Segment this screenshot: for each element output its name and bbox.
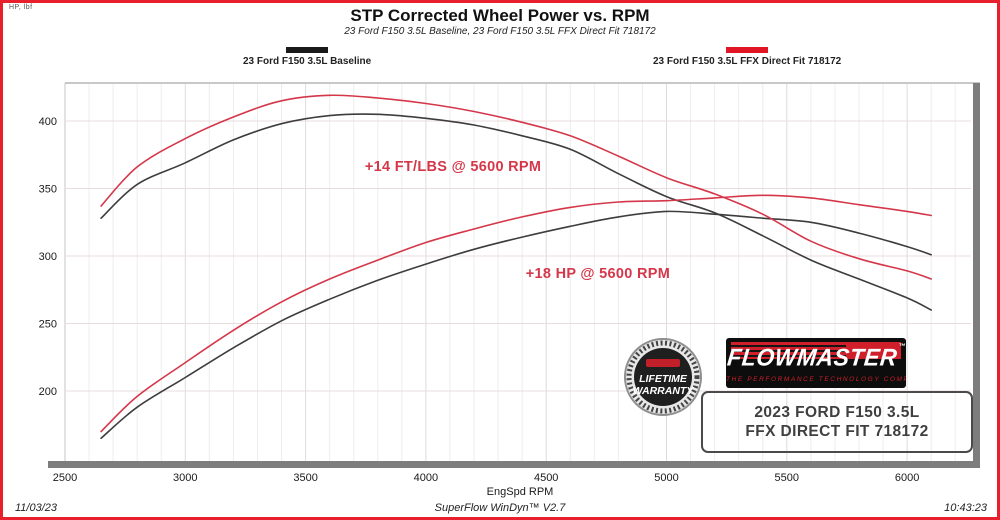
legend-label-ffx: 23 Ford F150 3.5L FFX Direct Fit 718172	[653, 56, 842, 67]
badge-line2-text: WARRANTY	[633, 385, 695, 397]
y-axis-units-label: HP, lbf	[9, 4, 33, 11]
annotation-torque-gain: +14 FT/LBS @ 5600 RPM	[364, 158, 542, 175]
svg-text:5500: 5500	[775, 472, 799, 484]
svg-text:3500: 3500	[293, 472, 317, 484]
svg-text:4000: 4000	[414, 472, 438, 484]
chart-subtitle: 23 Ford F150 3.5L Baseline, 23 Ford F150…	[344, 26, 656, 37]
curve	[100, 194, 932, 433]
curve	[100, 210, 932, 440]
svg-text:300: 300	[39, 251, 57, 263]
vehicle-info-box: 2023 FORD F150 3.5L FFX DIRECT FIT 71817…	[701, 391, 973, 453]
status-time: 10:43:23	[944, 502, 987, 514]
svg-text:3000: 3000	[173, 472, 197, 484]
vehicle-line1: 2023 FORD F150 3.5L	[754, 404, 920, 421]
svg-text:5000: 5000	[654, 472, 678, 484]
svg-text:4500: 4500	[534, 472, 558, 484]
vehicle-line2: FFX DIRECT FIT 718172	[745, 423, 929, 440]
curve	[100, 94, 932, 280]
svg-text:250: 250	[39, 319, 57, 331]
chart-title: STP Corrected Wheel Power vs. RPM	[350, 6, 650, 25]
logo-red-band	[846, 342, 901, 359]
svg-text:350: 350	[39, 184, 57, 196]
legend-item-ffx: 23 Ford F150 3.5L FFX Direct Fit 718172	[653, 47, 841, 67]
plot-area: 2500 3000 3500 4000 4500 5000 5500 6000 200 250 30…	[3, 3, 997, 517]
annotation-hp-gain: +18 HP @ 5600 RPM	[525, 265, 671, 282]
flowmaster-logo: FLOWMASTER™ THE PERFORMANCE TECHNOLOGY C…	[726, 338, 906, 388]
svg-text:2500: 2500	[53, 472, 77, 484]
logo-tagline: THE PERFORMANCE TECHNOLOGY COMPANY	[726, 376, 906, 383]
dyno-curves-chart: 2500 3000 3500 4000 4500 5000 5500 6000 200 250 30…	[39, 82, 980, 498]
svg-text:200: 200	[39, 386, 57, 398]
svg-text:6000: 6000	[895, 472, 919, 484]
logo-wordmark: FLOWMASTER™	[726, 343, 906, 371]
legend-swatch-ffx	[726, 47, 769, 53]
lifetime-warranty-badge: LIFETIME WARRANTY	[624, 338, 702, 416]
legend-label-baseline: 23 Ford F150 3.5L Baseline	[243, 56, 372, 67]
legend-swatch-baseline	[286, 47, 329, 53]
legend-item-baseline: 23 Ford F150 3.5L Baseline	[243, 47, 371, 67]
status-date: 11/03/23	[15, 502, 58, 514]
curve	[100, 113, 932, 311]
svg-text:EngSpd RPM: EngSpd RPM	[487, 486, 554, 498]
svg-text:400: 400	[39, 116, 57, 128]
status-app-name: SuperFlow WinDyn™ V2.7	[434, 502, 566, 514]
badge-line1-text: LIFETIME	[639, 373, 688, 385]
